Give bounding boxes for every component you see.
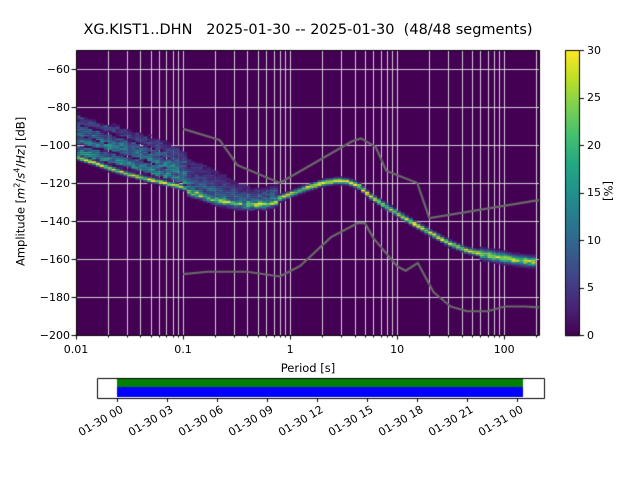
- colorbar-tick-label: 30: [587, 43, 601, 57]
- y-axis-label-sup4: 4: [12, 167, 22, 173]
- y-tick-label: −100: [39, 138, 70, 152]
- x-tick-label: 0.1: [174, 343, 192, 356]
- y-tick-label: −80: [46, 100, 70, 114]
- y-tick-label: −180: [39, 290, 70, 304]
- y-tick-label: −60: [46, 62, 70, 76]
- colorbar-tick-label: 0: [587, 328, 594, 342]
- colorbar-tick-label: 5: [587, 281, 594, 294]
- colorbar-tick-label: 20: [587, 138, 601, 152]
- x-axis-label: Period [s]: [280, 361, 336, 375]
- y-axis-label-slash2: /: [13, 163, 28, 168]
- x-tick-label: 10: [390, 343, 405, 356]
- y-tick-label: −140: [39, 214, 70, 228]
- y-tick-label: −160: [39, 252, 70, 266]
- x-tick-label: 0.01: [63, 343, 89, 356]
- colorbar-tick-label: 15: [587, 186, 601, 199]
- chart-title: XG.KIST1..DHN 2025-01-30 -- 2025-01-30 (…: [83, 22, 533, 38]
- x-tick-label: 100: [493, 343, 515, 356]
- y-tick-label: −200: [39, 328, 70, 342]
- y-tick-label: −120: [39, 176, 70, 190]
- colorbar-tick-label: 10: [587, 233, 601, 247]
- colorbar-tick-label: 25: [587, 91, 601, 104]
- x-tick-label: 1: [286, 343, 294, 356]
